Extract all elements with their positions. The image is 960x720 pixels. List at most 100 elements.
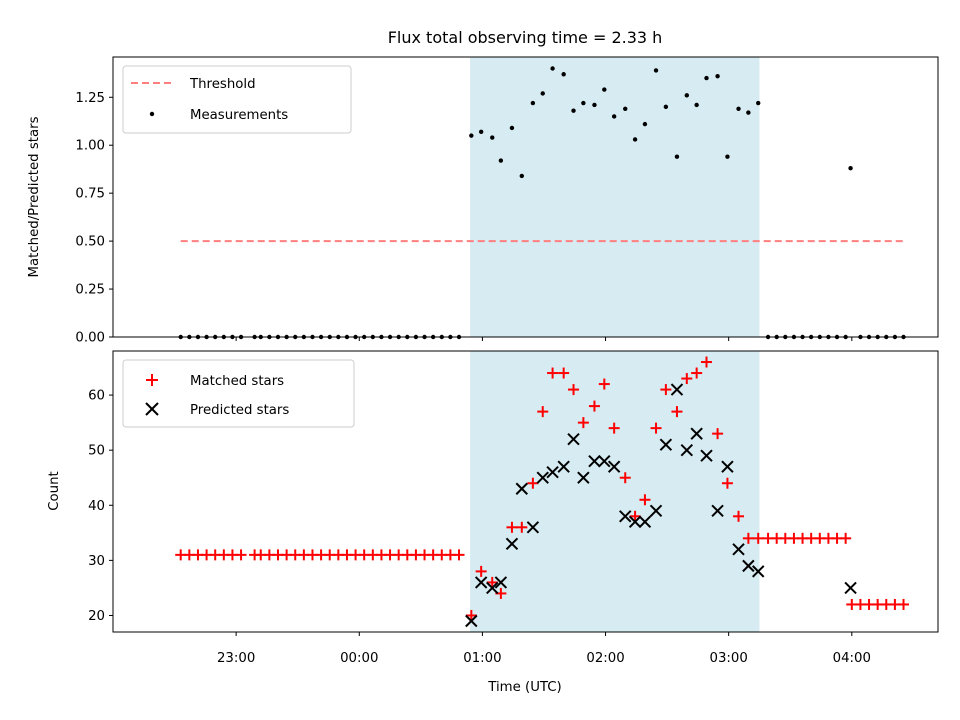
matched-star-marker — [486, 576, 498, 588]
x-tick-label: 00:00 — [340, 651, 378, 666]
predicted-star-marker — [732, 543, 745, 556]
predicted-star-stroke — [638, 515, 652, 529]
measurement-point — [540, 91, 545, 96]
count-y-tick-label: 30 — [88, 554, 105, 569]
measurement-point — [519, 173, 525, 179]
matched-star-marker — [588, 400, 600, 412]
predicted-star-stroke — [577, 471, 590, 484]
measurement-point — [632, 137, 638, 142]
measurement-point — [653, 68, 659, 73]
predicted-star-stroke — [546, 466, 559, 479]
predicted-star-stroke — [732, 543, 745, 556]
matched-star-marker — [453, 549, 465, 561]
predicted-star-stroke — [474, 576, 488, 589]
legend-threshold-label: Threshold — [189, 77, 256, 92]
predicted-star-marker — [680, 443, 694, 457]
measurement-point — [756, 100, 761, 106]
predicted-star-marker — [588, 454, 601, 468]
matched-star-marker — [475, 565, 487, 577]
predicted-star-stroke — [619, 510, 632, 523]
measurement-point — [592, 102, 597, 108]
predicted-star-marker — [628, 515, 642, 529]
predicted-star-stroke — [598, 454, 611, 468]
matched-star-marker — [752, 532, 764, 544]
matched-star-marker — [691, 367, 703, 379]
predicted-star-marker — [607, 460, 621, 473]
predicted-star-stroke — [536, 471, 549, 484]
matched-star-marker — [742, 532, 754, 544]
predicted-star-marker — [546, 466, 559, 479]
matched-star-marker — [465, 609, 477, 621]
legend-predicted-label: Predicted stars — [190, 403, 289, 418]
predicted-star-stroke — [557, 460, 570, 473]
predicted-star-stroke — [494, 576, 508, 589]
predicted-star-stroke — [670, 383, 684, 396]
count-panel-frame — [112, 350, 939, 633]
ratio-panel: 0.00 0.25 0.50 0.75 1.00 1.25 Matched/Predict… — [27, 56, 939, 346]
predicted-star-marker — [465, 614, 478, 628]
predicted-star-stroke — [628, 515, 642, 529]
matched-star-marker — [619, 472, 631, 484]
ratio-legend: Threshold Measurements — [122, 65, 352, 134]
predicted-star-stroke — [465, 614, 478, 628]
measurement-point — [498, 158, 504, 163]
ratio-y-ticks: 0.00 0.25 0.50 0.75 1.00 1.25 — [75, 91, 113, 346]
predicted-star-marker — [721, 460, 734, 473]
predicted-star-stroke — [659, 438, 673, 451]
matched-star-marker — [733, 510, 745, 522]
predicted-star-marker — [486, 581, 499, 595]
count-panel-marks — [175, 356, 910, 628]
measurement-point — [746, 110, 751, 115]
matched-star-marker — [650, 422, 662, 434]
matched-star-marker — [660, 384, 672, 396]
predicted-star-marker — [494, 576, 508, 589]
predicted-star-marker — [670, 383, 684, 396]
measurement-point — [725, 154, 730, 159]
predicted-star-stroke — [690, 427, 703, 440]
predicted-star-marker — [752, 565, 765, 578]
matched-legend-swatch — [146, 374, 158, 386]
predicted-star-marker — [638, 515, 652, 529]
count-y-tick-label: 20 — [88, 609, 105, 624]
count-panel: 20 30 40 50 60 23:00 00:00 01:00 02:00 03:00 04:0… — [47, 350, 939, 695]
count-panel-highlight — [470, 351, 760, 632]
matched-star-marker — [608, 422, 620, 434]
matched-star-marker — [840, 532, 852, 544]
predicted-star-stroke — [526, 521, 540, 534]
predicted-star-marker — [557, 460, 570, 473]
matched-star-marker — [681, 373, 693, 385]
predicted-star-marker — [649, 504, 663, 517]
measurement-point — [663, 104, 669, 110]
ratio-panel-highlight — [470, 57, 760, 337]
predicted-star-stroke — [752, 565, 765, 578]
measurement-point — [623, 106, 628, 111]
measurement-point — [684, 93, 690, 98]
x-tick-label: 01:00 — [463, 651, 501, 666]
predicted-legend-swatch — [145, 402, 159, 416]
predicted-star-marker — [474, 576, 488, 589]
count-y-tick-label: 50 — [88, 444, 105, 459]
matched-star-marker — [671, 406, 683, 418]
predicted-star-marker — [711, 504, 724, 517]
chart-title: Flux total observing time = 2.33 h — [388, 28, 663, 47]
predicted-star-marker — [619, 510, 632, 523]
x-tick-label: 03:00 — [710, 651, 748, 666]
measurement-point — [561, 72, 566, 77]
matched-star-marker — [506, 521, 518, 533]
ratio-x-ticks — [235, 337, 853, 341]
measurement-point — [509, 125, 515, 131]
ratio-y-axis-label: Matched/Predicted stars — [27, 116, 42, 277]
predicted-star-stroke — [515, 482, 529, 495]
matched-star-marker — [639, 494, 651, 506]
ratio-y-tick-label: 0.75 — [75, 187, 105, 202]
matched-star-marker — [701, 356, 713, 368]
x-tick-label: 04:00 — [833, 651, 871, 666]
predicted-star-stroke — [567, 432, 580, 446]
measurement-point — [694, 102, 699, 108]
matched-star-marker — [712, 428, 724, 440]
measurement-point — [736, 106, 741, 111]
ratio-y-tick-label: 1.25 — [75, 91, 105, 106]
measurement-point — [478, 129, 484, 134]
predicted-star-stroke — [588, 454, 601, 468]
measurement-point — [715, 73, 720, 79]
